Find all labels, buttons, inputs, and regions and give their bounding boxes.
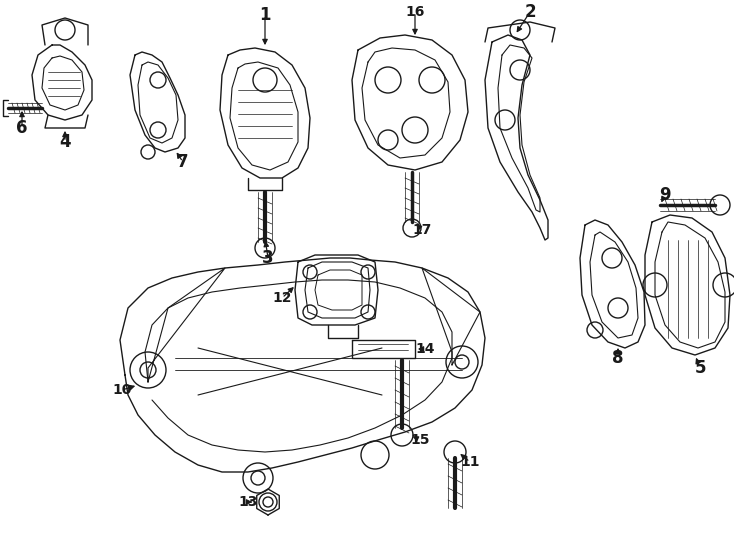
Text: 16: 16 (405, 5, 425, 19)
Text: 3: 3 (262, 249, 274, 267)
Text: 11: 11 (460, 455, 480, 469)
Text: 4: 4 (59, 133, 70, 151)
Text: 6: 6 (16, 119, 28, 137)
Text: 12: 12 (272, 291, 291, 305)
Text: 2: 2 (524, 3, 536, 21)
Text: 7: 7 (177, 153, 189, 171)
Text: 5: 5 (694, 359, 706, 377)
Text: 17: 17 (413, 223, 432, 237)
Text: 10: 10 (112, 383, 131, 397)
Text: 9: 9 (659, 186, 671, 204)
Text: 13: 13 (239, 495, 258, 509)
Text: 14: 14 (415, 342, 435, 356)
Text: 15: 15 (410, 433, 429, 447)
Text: 8: 8 (612, 349, 624, 367)
Text: 1: 1 (259, 6, 271, 24)
